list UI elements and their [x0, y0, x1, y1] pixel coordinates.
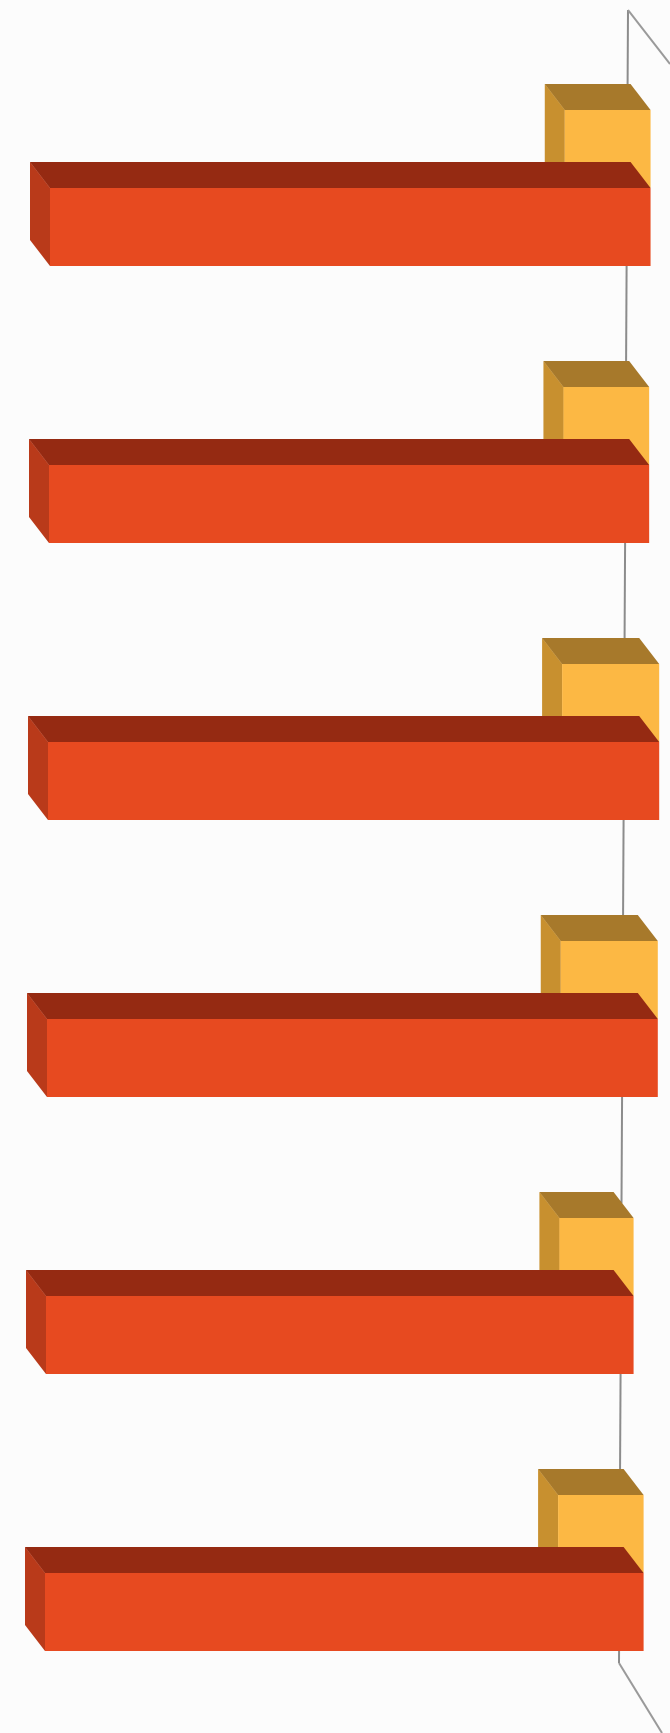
bar-secondary-3-top-face: [542, 638, 660, 664]
bar-secondary-6-top-face: [538, 1469, 644, 1495]
bar-primary-2-top-face: [29, 439, 650, 465]
bar-primary-4-side-face: [27, 993, 47, 1097]
bar-primary-3-top-face: [28, 716, 660, 742]
value-axis-line: [618, 9, 629, 1664]
bar-primary-1-side-face: [30, 162, 50, 266]
bar-primary-4-top-face: [27, 993, 658, 1019]
bar-secondary-5-top-face: [539, 1192, 634, 1218]
bar-secondary-4-top-face: [540, 915, 658, 941]
bar-primary-2: [29, 439, 650, 543]
bar-primary-5-front-face: [46, 1296, 634, 1374]
bar-secondary-1-top-face: [544, 84, 651, 110]
bar-primary-1: [30, 162, 651, 266]
back-wall-bottom-edge: [618, 1662, 663, 1733]
bar-primary-2-side-face: [29, 439, 49, 543]
axis-layer: [618, 9, 670, 1733]
bar-primary-3-front-face: [48, 742, 660, 820]
bar-primary-2-front-face: [49, 465, 650, 543]
back-wall-top-edge: [627, 9, 670, 65]
bar-primary-6-side-face: [25, 1547, 45, 1651]
bar-layer: [25, 84, 660, 1651]
bar-primary-1-front-face: [50, 188, 651, 266]
bar-primary-3: [28, 716, 660, 820]
bar-primary-6-top-face: [25, 1547, 644, 1573]
bar-primary-6: [25, 1547, 644, 1651]
bar-primary-5: [26, 1270, 634, 1374]
bar-primary-5-side-face: [26, 1270, 46, 1374]
bar-primary-4: [27, 993, 658, 1097]
bar-primary-4-front-face: [47, 1019, 658, 1097]
bar-primary-3-side-face: [28, 716, 48, 820]
bar-secondary-2-top-face: [543, 361, 650, 387]
bar-primary-6-front-face: [45, 1573, 644, 1651]
bar-primary-1-top-face: [30, 162, 651, 188]
bar-primary-5-top-face: [26, 1270, 634, 1296]
